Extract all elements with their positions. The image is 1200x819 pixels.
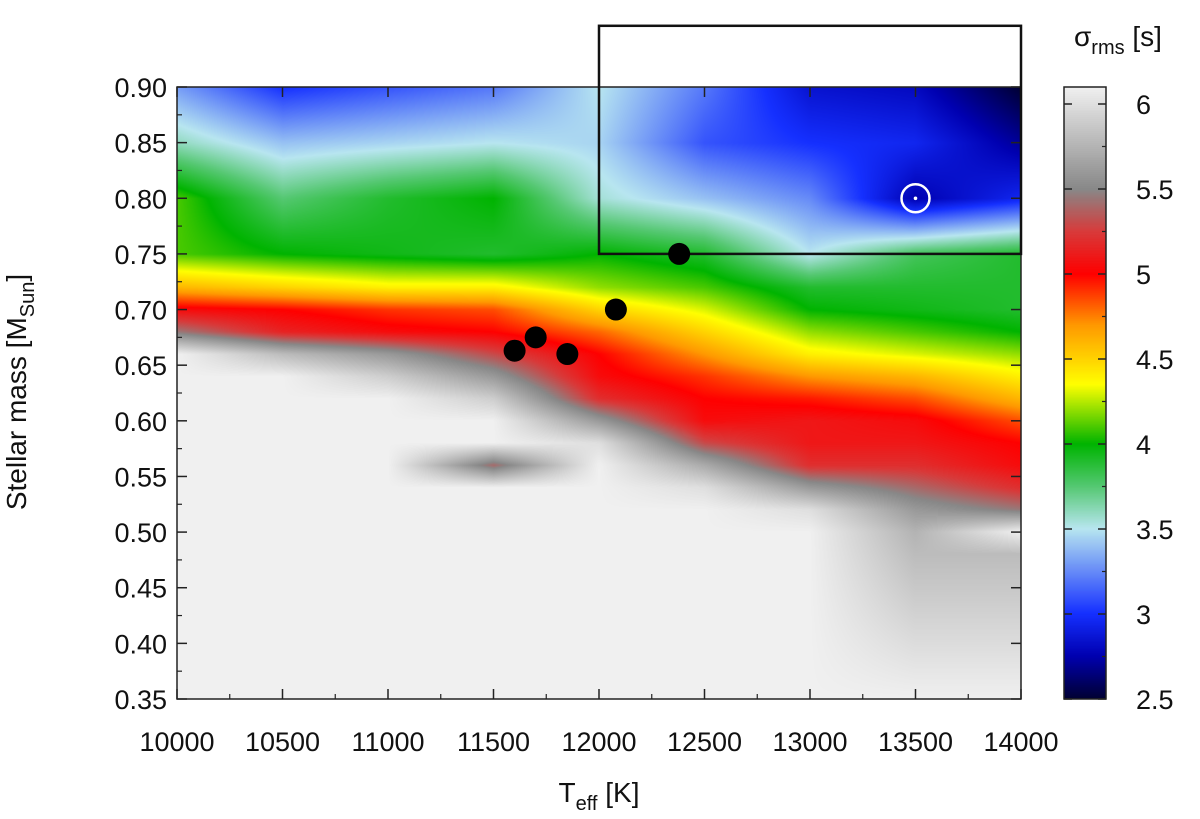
- y-axis: 0.35 0.40 0.45 0.50 0.55 0.60 0.65 0.70 0.75 0.80…: [114, 73, 1021, 715]
- x-tick-label: 13000: [772, 727, 847, 757]
- colorbar-gradient: [1064, 87, 1106, 699]
- x-axis-title: Teff [K]: [559, 777, 640, 815]
- y-tick-label: 0.90: [114, 73, 167, 103]
- colorbar-tick-label: 3.5: [1136, 515, 1174, 545]
- y-tick-label: 0.85: [114, 129, 167, 159]
- colorbar-ticks: 2.5 3 3.5 4 4.5 5 5.5 6: [1064, 90, 1174, 715]
- colorbar-tick-label: 2.5: [1136, 685, 1174, 715]
- solution-point: [604, 298, 627, 321]
- best-fit-marker: [900, 183, 931, 214]
- solution-point: [503, 339, 526, 362]
- x-tick-label: 10500: [245, 727, 320, 757]
- x-axis: 10000 10500 11000 11500 12000 12500 13000 13500…: [139, 87, 1059, 757]
- y-tick-label: 0.65: [114, 351, 167, 381]
- x-tick-label: 14000: [983, 727, 1058, 757]
- best-fit-center: [913, 196, 918, 201]
- colorbar-title: σrms [s]: [1074, 21, 1162, 59]
- colorbar-tick-label: 5: [1136, 260, 1151, 290]
- colorbar-frame: [1063, 86, 1107, 700]
- solution-point: [556, 343, 579, 366]
- region-box: [597, 24, 1023, 256]
- colorbar-tick-label: 5.5: [1136, 175, 1174, 205]
- colorbar: 2.5 3 3.5 4 4.5 5 5.5 6: [1063, 86, 1174, 715]
- y-tick-label: 0.45: [114, 574, 167, 604]
- x-tick-label: 11000: [351, 727, 424, 757]
- colorbar-tick-label: 4: [1136, 430, 1151, 460]
- x-tick-label: 13500: [878, 727, 953, 757]
- y-tick-label: 0.40: [114, 629, 167, 659]
- y-tick-label: 0.80: [114, 184, 167, 214]
- colorbar-tick-label: 4.5: [1136, 345, 1174, 375]
- y-tick-label: 0.75: [114, 240, 167, 270]
- y-tick-label: 0.55: [114, 462, 167, 492]
- y-tick-label: 0.70: [114, 296, 167, 326]
- overlay-layer: [503, 24, 1023, 366]
- solution-point: [524, 326, 547, 349]
- x-tick-label: 10000: [139, 727, 214, 757]
- x-tick-label: 12500: [667, 727, 742, 757]
- y-tick-label: 0.60: [114, 407, 167, 437]
- solution-point: [668, 242, 691, 265]
- x-tick-label: 12000: [561, 727, 636, 757]
- y-tick-label: 0.35: [114, 685, 167, 715]
- colorbar-tick-label: 6: [1136, 90, 1151, 120]
- y-axis-title: Stellar mass [MSun]: [1, 274, 39, 510]
- colorbar-tick-label: 3: [1136, 600, 1151, 630]
- y-tick-label: 0.50: [114, 518, 167, 548]
- x-tick-label: 11500: [457, 727, 530, 757]
